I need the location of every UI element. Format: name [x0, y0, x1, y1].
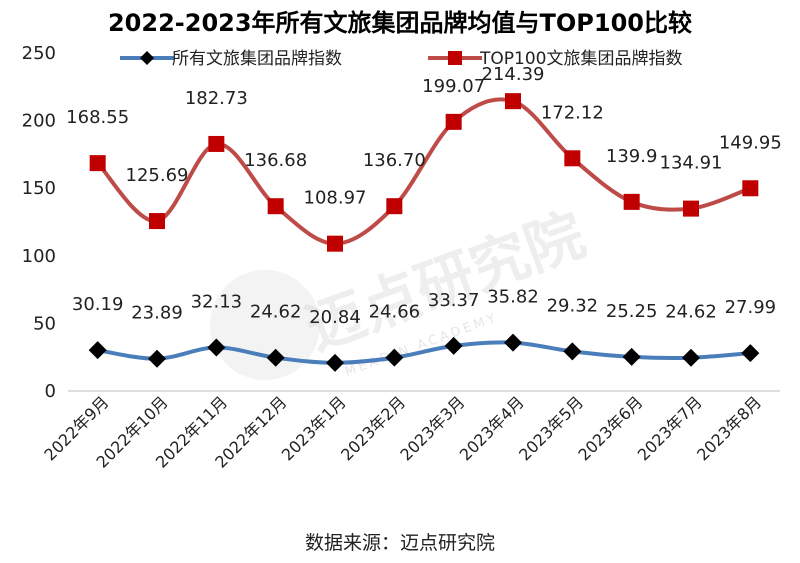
chart-title: 2022-2023年所有文旅集团品牌均值与TOP100比较	[108, 9, 692, 37]
data-label: 125.69	[126, 165, 189, 186]
data-point	[564, 150, 581, 167]
data-point	[622, 347, 641, 366]
data-point	[207, 338, 226, 357]
series-top100: 168.55 125.69 182.73 136.68 108.97 136.70 199.…	[66, 64, 782, 252]
data-label: 33.37	[428, 290, 480, 311]
legend-item: TOP100文旅集团品牌指数	[428, 49, 682, 69]
data-point	[741, 344, 760, 363]
data-label: 20.84	[309, 307, 361, 328]
y-tick-label: 100	[22, 246, 56, 267]
data-point	[742, 180, 759, 197]
data-point	[266, 348, 285, 367]
data-point	[89, 155, 106, 172]
data-point	[386, 198, 403, 215]
legend: 所有文旅集团品牌指数 TOP100文旅集团品牌指数	[120, 49, 682, 69]
data-point	[445, 113, 462, 130]
data-label: 24.66	[369, 302, 421, 323]
data-point	[385, 348, 404, 367]
data-point	[623, 193, 640, 210]
data-label: 134.91	[660, 153, 723, 174]
axes: 0501001502002502022年9月2022年10月2022年11月20…	[22, 43, 780, 472]
y-tick-label: 50	[33, 313, 56, 334]
data-point	[327, 235, 343, 252]
source-note: 数据来源：迈点研究院	[305, 532, 495, 554]
data-label: 35.82	[487, 287, 539, 308]
data-label: 136.68	[244, 150, 307, 171]
data-point	[149, 213, 165, 230]
legend-marker	[140, 51, 154, 65]
data-label: 29.32	[547, 295, 599, 316]
legend-label: TOP100文旅集团品牌指数	[479, 49, 682, 69]
data-label: 108.97	[304, 188, 367, 209]
legend-label: 所有文旅集团品牌指数	[172, 49, 342, 69]
data-label: 182.73	[185, 88, 248, 109]
data-label: 139.9	[606, 146, 658, 167]
data-label: 149.95	[719, 132, 782, 153]
data-label: 25.25	[606, 301, 658, 322]
legend-marker	[448, 51, 462, 65]
data-label: 199.07	[422, 76, 485, 97]
series-all-groups: 30.19 23.89 32.13 24.62 20.84 24.66 33.37 35.82…	[72, 287, 776, 372]
series-layer: 30.19 23.89 32.13 24.62 20.84 24.66 33.37 35.82…	[66, 64, 782, 372]
data-point	[208, 135, 225, 152]
y-tick-label: 200	[22, 111, 56, 132]
data-point	[563, 342, 582, 361]
data-label: 168.55	[66, 107, 129, 128]
data-point	[267, 198, 284, 215]
data-label: 136.70	[363, 150, 426, 171]
watermark-logo-icon	[210, 270, 320, 380]
data-label: 172.12	[541, 102, 604, 123]
data-point	[682, 348, 700, 367]
y-tick-label: 250	[22, 43, 56, 64]
data-label: 27.99	[725, 297, 777, 318]
series-line	[96, 97, 752, 246]
y-tick-label: 150	[22, 178, 56, 199]
data-label: 24.62	[250, 302, 302, 323]
data-point	[148, 349, 166, 368]
data-label: 23.89	[131, 303, 183, 324]
data-label: 24.62	[665, 302, 717, 323]
data-point	[505, 93, 521, 110]
legend-item: 所有文旅集团品牌指数	[120, 49, 342, 69]
data-point	[326, 353, 344, 372]
data-label: 32.13	[191, 292, 243, 313]
data-label: 30.19	[72, 294, 124, 315]
y-tick-label: 0	[45, 381, 56, 402]
data-point	[683, 200, 699, 217]
data-point	[504, 333, 522, 352]
x-tick-label: 2023年8月	[693, 392, 765, 464]
data-point	[444, 336, 463, 355]
data-label: 214.39	[482, 64, 545, 85]
data-point	[88, 341, 107, 360]
